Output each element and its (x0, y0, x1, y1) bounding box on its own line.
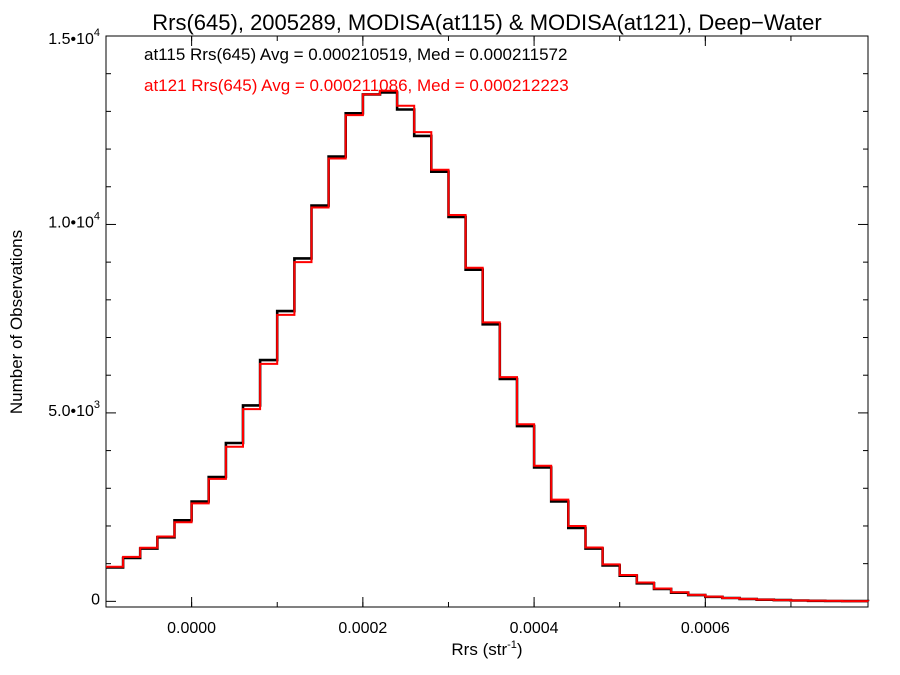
x-axis-label-end: ) (517, 640, 523, 659)
y-tick-label: 5.0•103 (48, 399, 100, 420)
x-tick-label: 0.0006 (681, 620, 730, 637)
x-axis-label-exponent: -1 (507, 639, 517, 651)
series-line-at115 (106, 91, 870, 603)
series-layer (106, 89, 870, 603)
y-tick-label: 1.0•104 (48, 210, 100, 231)
x-tick-label: 0.0000 (167, 620, 216, 637)
y-tick-label: 1.5•104 (48, 27, 100, 48)
x-axis-label-text: Rrs (str (451, 640, 507, 659)
x-tick-label: 0.0004 (510, 620, 559, 637)
series-line-at121 (106, 89, 869, 603)
chart-title: Rrs(645), 2005289, MODISA(at115) & MODIS… (152, 10, 821, 35)
legend-entry-at115: at115 Rrs(645) Avg = 0.000210519, Med = … (144, 45, 567, 64)
x-axis-ticks: 0.0000 0.0002 0.0004 0.0006 (105, 36, 792, 637)
y-tick-exponent: 4 (94, 210, 100, 222)
y-tick-exponent: 4 (94, 27, 100, 39)
y-tick-mantissa: 1.0•10 (48, 214, 94, 231)
x-axis-label: Rrs (str-1) (451, 639, 522, 659)
legend-entry-at121: at121 Rrs(645) Avg = 0.000211086, Med = … (144, 76, 569, 95)
y-tick-exponent: 3 (94, 399, 100, 411)
x-tick-label: 0.0002 (338, 620, 387, 637)
y-tick-mantissa: 0 (91, 591, 100, 608)
y-axis-label: Number of Observations (7, 230, 26, 414)
plot-frame (105, 35, 869, 608)
y-tick-mantissa: 5.0•10 (48, 403, 94, 420)
y-tick-mantissa: 1.5•10 (48, 31, 94, 48)
y-tick-label: 0 (91, 591, 100, 608)
